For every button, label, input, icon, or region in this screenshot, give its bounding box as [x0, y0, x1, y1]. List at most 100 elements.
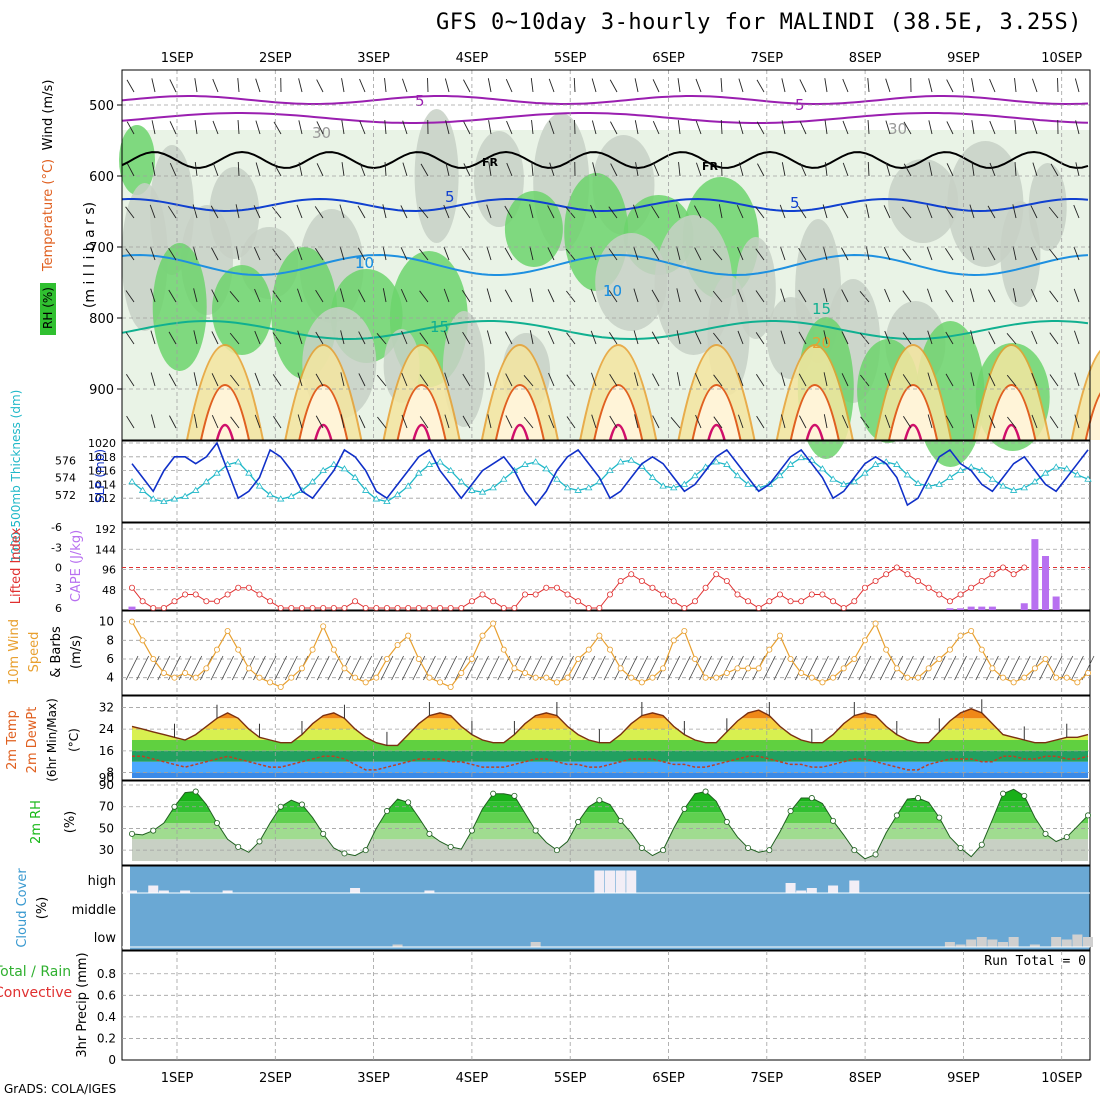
- thickness-marker: [839, 480, 848, 487]
- wind-barb: [633, 288, 639, 303]
- wind10-barb: [433, 655, 447, 681]
- wind-barb: [530, 78, 534, 93]
- wind10-label-4: (m/s): [69, 635, 84, 669]
- wind-barb: [633, 330, 639, 345]
- wind10-barb: [1049, 655, 1063, 681]
- wind10-marker: [798, 670, 805, 677]
- lifted-index-marker: [256, 591, 263, 598]
- thickness-marker: [861, 469, 869, 476]
- wind-legend-label: Wind (m/s): [41, 80, 56, 151]
- rh-shade-blob: [442, 311, 485, 427]
- cloud-high-bar: [849, 880, 860, 893]
- wind-barb: [566, 416, 576, 429]
- wind-barb: [696, 162, 702, 177]
- wind-barb: [486, 288, 492, 303]
- wind-barb: [695, 120, 702, 135]
- wind-barb: [633, 372, 639, 387]
- wind-barb: [339, 204, 345, 219]
- wind-barb: [755, 332, 765, 345]
- rh2m-marker: [405, 799, 412, 806]
- lifted-index-marker: [330, 605, 337, 612]
- wind-barb: [211, 331, 219, 345]
- lifted-index-marker: [755, 605, 762, 612]
- lifted-index-marker: [638, 578, 645, 585]
- wind10-marker: [1021, 674, 1028, 681]
- thickness-marker: [616, 458, 625, 465]
- wind-barb: [695, 78, 702, 93]
- wind-barb: [592, 162, 597, 177]
- wind-barb: [884, 414, 891, 429]
- date-label-top: 4SEP: [456, 51, 489, 66]
- rh2m-marker: [681, 805, 688, 812]
- date-label-bottom: 6SEP: [652, 1071, 685, 1086]
- wind-barb: [609, 79, 618, 93]
- wind10-barb: [423, 655, 436, 681]
- wind-barb: [359, 120, 366, 135]
- lifted-index-marker: [670, 598, 677, 605]
- wind10-marker: [723, 670, 730, 677]
- wind-barb: [823, 414, 828, 429]
- wind-barb: [419, 416, 429, 429]
- cloud-low-bar: [976, 937, 987, 947]
- wind-barb: [799, 121, 807, 135]
- thickness-marker: [202, 478, 211, 485]
- precip-tick-label: 0.2: [97, 1031, 116, 1045]
- lifted-index-marker: [405, 605, 412, 612]
- wind-barb: [573, 77, 576, 93]
- cape-panel-frame: [121, 522, 1091, 611]
- rh2m-marker: [362, 847, 369, 854]
- pressure-tick-label: 900: [89, 383, 114, 398]
- wind-barb: [713, 374, 723, 387]
- cloud-high-bar: [806, 888, 817, 893]
- wind-barb: [1031, 414, 1038, 429]
- wind10-marker: [330, 646, 337, 653]
- wind-barb: [566, 374, 576, 387]
- wind10-marker: [426, 674, 433, 681]
- wind-barb: [254, 288, 261, 303]
- cape-bar: [128, 606, 136, 610]
- wind-barb: [150, 246, 156, 261]
- lifted-index-marker: [500, 605, 507, 612]
- rh-shade-blob: [888, 159, 959, 243]
- wind-barb: [884, 372, 891, 387]
- dewpt2m-label: 2m DewPt: [25, 707, 40, 774]
- thickness-marker: [967, 463, 975, 470]
- contour-label: 10: [355, 254, 374, 272]
- cloud-low-bar: [530, 942, 541, 947]
- wind-barb: [149, 204, 156, 219]
- thickness-marker: [648, 473, 657, 480]
- wind10-marker: [320, 623, 327, 630]
- slp-line: [131, 441, 1089, 507]
- wind-barb: [531, 162, 534, 177]
- wind-barb: [297, 414, 303, 429]
- wind10-marker: [638, 679, 645, 686]
- wind-barb: [1048, 206, 1059, 219]
- cloud-high-bar: [785, 883, 796, 893]
- lifted-index-marker: [267, 598, 274, 605]
- thickness-marker: [160, 497, 168, 505]
- rh2m-line: [131, 788, 1089, 860]
- wind-barb: [150, 288, 156, 303]
- warm-arch-inner: [691, 384, 742, 441]
- thickness-marker: [170, 495, 179, 502]
- wind-barb: [273, 163, 282, 177]
- cloud-low-bar: [955, 944, 966, 947]
- rh2m-marker: [277, 803, 284, 810]
- wind10-marker: [989, 665, 996, 672]
- wind10-marker: [670, 637, 677, 644]
- thickness-marker: [946, 473, 954, 480]
- contour-lightblue: [121, 253, 1089, 277]
- wind-barb: [842, 78, 849, 93]
- lifted-index-marker: [1010, 571, 1017, 578]
- wind10-barb: [794, 655, 808, 681]
- wind-barb: [798, 373, 807, 387]
- wind-barb: [505, 415, 513, 429]
- wind-barb: [168, 373, 177, 387]
- wind-barb: [737, 330, 744, 345]
- wind-barb: [608, 248, 618, 261]
- lifted-tick-label: 6: [55, 602, 62, 615]
- wind10-barb: [561, 655, 574, 681]
- wind-barb: [718, 204, 723, 219]
- rh2m-marker: [660, 847, 667, 854]
- lifted-index-marker: [957, 591, 964, 598]
